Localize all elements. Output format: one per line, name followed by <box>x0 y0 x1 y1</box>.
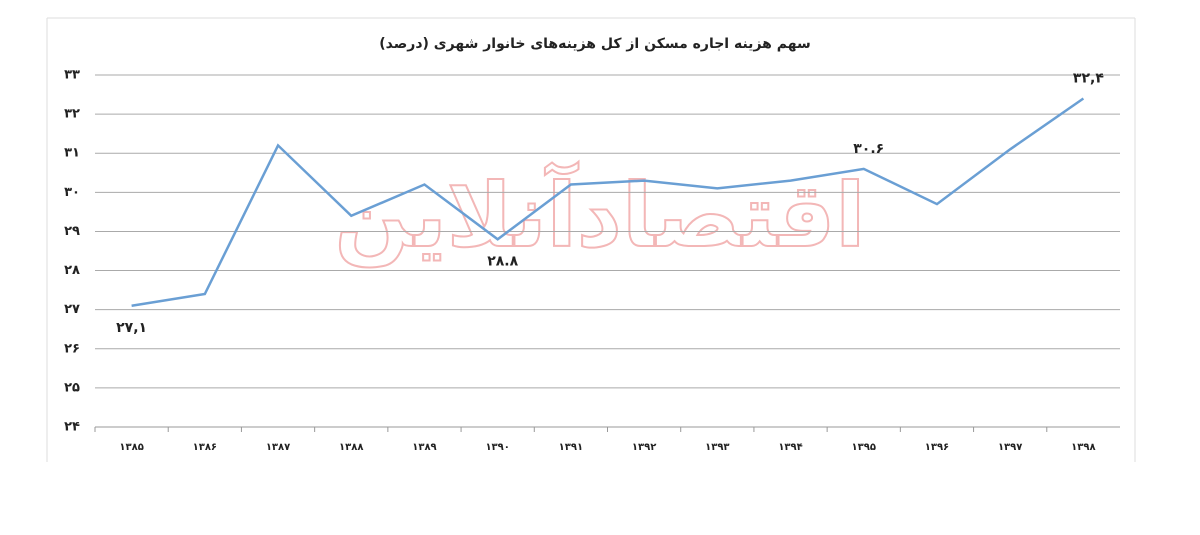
y-tick-label: ۳۳ <box>64 68 80 83</box>
x-tick-label: ۱۳۸۵ <box>119 442 143 453</box>
value-label: ۲۷,۱ <box>116 320 147 336</box>
x-tick-label: ۱۳۹۸ <box>1071 442 1095 453</box>
y-tick-label: ۲۶ <box>64 341 80 356</box>
y-tick-label: ۲۸ <box>64 263 80 278</box>
y-tick-label: ۲۴ <box>64 420 80 435</box>
y-tick-label: ۲۵ <box>64 380 80 395</box>
x-tick-label: ۱۳۹۲ <box>632 442 656 453</box>
y-tick-label: ۲۹ <box>64 224 80 239</box>
x-tick-label: ۱۳۹۱ <box>559 442 583 453</box>
x-tick-label: ۱۳۹۷ <box>998 442 1022 453</box>
x-tick-label: ۱۳۸۸ <box>339 442 363 453</box>
chart-title: سهم هزینه اجاره مسکن از کل هزینه‌های خان… <box>379 36 810 52</box>
x-tick-label: ۱۳۹۵ <box>852 442 876 453</box>
x-tick-label: ۱۳۹۴ <box>778 442 802 453</box>
y-tick-label: ۲۷ <box>64 302 80 317</box>
y-tick-label: ۳۲ <box>64 107 80 122</box>
x-tick-label: ۱۳۸۹ <box>412 442 436 453</box>
series-line <box>131 97 1085 307</box>
y-tick-label: ۳۱ <box>64 146 80 161</box>
value-label: ۳۲,۴ <box>1073 70 1104 86</box>
x-tick-label: ۱۳۹۳ <box>705 442 729 453</box>
y-tick-label: ۳۰ <box>64 185 80 200</box>
x-tick-label: ۱۳۹۰ <box>485 442 509 453</box>
x-tick-label: ۱۳۸۷ <box>266 442 290 453</box>
x-tick-label: ۱۳۸۶ <box>193 442 217 453</box>
watermark: اقتصادآنلاین <box>335 161 866 267</box>
value-label: ۳۰.۶ <box>853 141 884 157</box>
value-label: ۲۸.۸ <box>487 253 518 269</box>
x-tick-label: ۱۳۹۶ <box>925 442 949 453</box>
